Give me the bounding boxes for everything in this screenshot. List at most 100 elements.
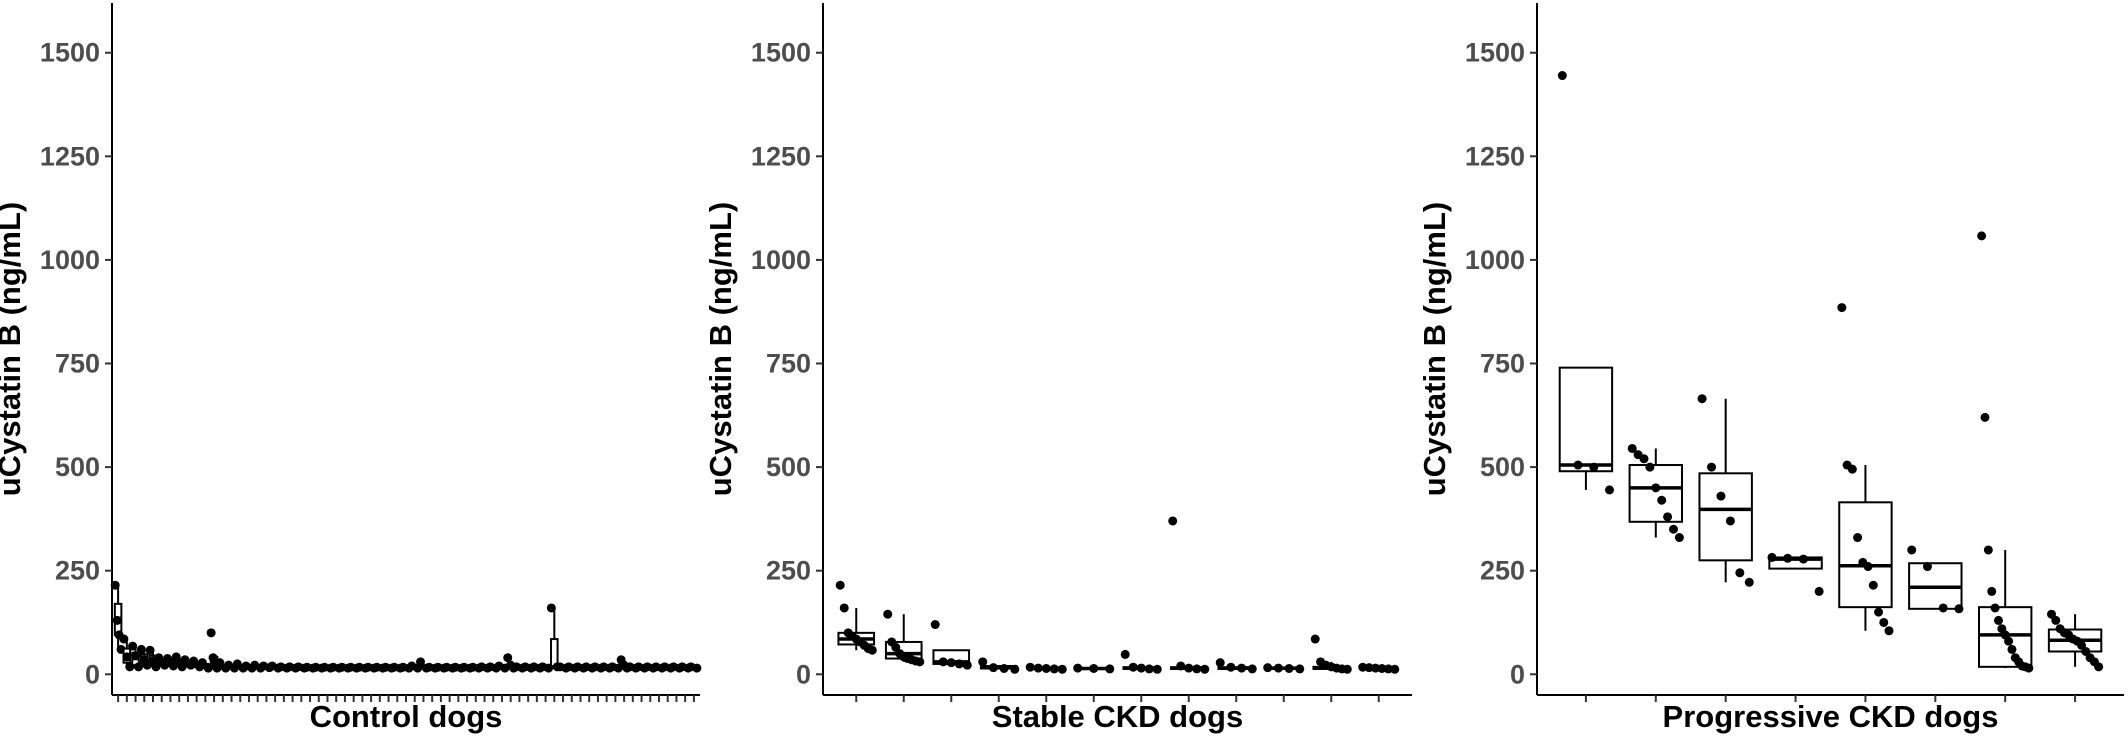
panel-2: 0 250 500 750 1000 1250 1500 uCystatin B (ng/mL… bbox=[703, 3, 1412, 734]
box-group bbox=[136, 644, 152, 702]
data-point bbox=[189, 656, 199, 666]
box bbox=[1698, 472, 1753, 562]
box-group bbox=[1310, 634, 1352, 702]
box-group bbox=[546, 603, 562, 702]
data-point bbox=[1735, 568, 1745, 578]
y-tick-label: 1500 bbox=[751, 38, 811, 68]
data-point bbox=[208, 653, 218, 663]
data-point bbox=[930, 620, 940, 630]
y-axis-title: uCystatin B (ng/mL) bbox=[0, 202, 27, 497]
data-point bbox=[1716, 491, 1726, 501]
y-axis-title: uCystatin B (ng/mL) bbox=[1417, 202, 1452, 497]
y-tick-label: 1250 bbox=[751, 141, 811, 171]
y-tick-label: 1250 bbox=[1465, 141, 1525, 171]
data-point bbox=[1215, 658, 1225, 668]
data-point bbox=[1868, 580, 1878, 590]
data-point bbox=[1627, 443, 1637, 453]
box-group bbox=[128, 641, 143, 702]
data-point bbox=[1990, 603, 2000, 613]
box-group bbox=[978, 657, 1020, 702]
data-point bbox=[1798, 554, 1808, 564]
x-axis-title: Control dogs bbox=[310, 699, 503, 734]
box-group bbox=[1025, 662, 1067, 702]
box-group bbox=[1627, 443, 1684, 702]
data-point bbox=[1707, 462, 1717, 472]
data-point bbox=[1273, 663, 1283, 673]
y-tick-label: 500 bbox=[1480, 452, 1525, 482]
box-group bbox=[1837, 303, 1894, 702]
box-group bbox=[407, 661, 423, 702]
box-group bbox=[930, 620, 972, 702]
y-tick-label: 0 bbox=[796, 659, 811, 689]
data-point bbox=[1557, 71, 1567, 81]
data-point bbox=[692, 663, 702, 673]
box-group bbox=[442, 662, 458, 702]
box bbox=[1628, 464, 1684, 523]
data-point bbox=[1837, 303, 1847, 313]
data-point bbox=[999, 663, 1009, 673]
data-point bbox=[2024, 663, 2034, 673]
data-point bbox=[1025, 662, 1035, 672]
box-group bbox=[1168, 516, 1210, 702]
data-point bbox=[206, 628, 216, 638]
data-point bbox=[1993, 615, 2003, 625]
data-point bbox=[1847, 464, 1857, 474]
data-point bbox=[1639, 454, 1649, 464]
box-group bbox=[119, 634, 135, 702]
data-point bbox=[1358, 662, 1368, 672]
data-point bbox=[1853, 533, 1863, 543]
box-group bbox=[835, 580, 877, 702]
data-point bbox=[1310, 634, 1320, 644]
data-point bbox=[1987, 586, 1997, 596]
box-group bbox=[1907, 545, 1964, 702]
data-point bbox=[938, 657, 948, 667]
data-point bbox=[1237, 663, 1247, 673]
box bbox=[1558, 366, 1614, 473]
box-group bbox=[883, 609, 925, 702]
data-point bbox=[503, 653, 513, 663]
data-point bbox=[1954, 604, 1964, 614]
box-group bbox=[1358, 662, 1400, 702]
data-point bbox=[1089, 663, 1099, 673]
data-point bbox=[1152, 664, 1162, 674]
data-point bbox=[2094, 662, 2104, 672]
data-point bbox=[112, 615, 122, 625]
box-group bbox=[1215, 658, 1257, 702]
y-tick-label: 0 bbox=[1510, 659, 1525, 689]
data-point bbox=[1192, 664, 1202, 674]
data-point bbox=[1573, 460, 1583, 470]
data-point bbox=[954, 659, 964, 669]
data-point bbox=[1977, 231, 1987, 241]
data-point bbox=[119, 634, 129, 644]
data-point bbox=[1136, 663, 1146, 673]
data-point bbox=[1645, 462, 1655, 472]
data-point bbox=[180, 655, 190, 665]
data-point bbox=[1884, 626, 1894, 636]
data-point bbox=[867, 645, 877, 655]
data-point bbox=[215, 658, 225, 668]
box-group bbox=[1073, 663, 1115, 702]
data-point bbox=[1907, 545, 1917, 555]
y-tick-label: 750 bbox=[1480, 349, 1525, 379]
x-axis-title: Stable CKD dogs bbox=[992, 699, 1243, 734]
y-tick-label: 1500 bbox=[40, 38, 100, 68]
y-tick-label: 750 bbox=[766, 349, 811, 379]
data-point bbox=[128, 641, 138, 651]
data-point bbox=[1049, 664, 1059, 674]
data-point bbox=[1663, 512, 1673, 522]
data-point bbox=[136, 644, 146, 654]
box-group bbox=[197, 658, 213, 702]
data-point bbox=[1105, 664, 1115, 674]
data-point bbox=[145, 645, 155, 655]
box-group bbox=[1977, 231, 2034, 702]
data-point bbox=[1767, 552, 1777, 562]
data-point bbox=[1144, 664, 1154, 674]
box-group bbox=[2046, 609, 2104, 702]
box-group bbox=[1697, 394, 1754, 702]
data-point bbox=[2051, 615, 2061, 625]
data-point bbox=[978, 657, 988, 667]
data-point bbox=[839, 603, 849, 613]
box-group bbox=[686, 662, 702, 702]
data-point bbox=[1783, 553, 1793, 563]
data-point bbox=[416, 657, 426, 667]
